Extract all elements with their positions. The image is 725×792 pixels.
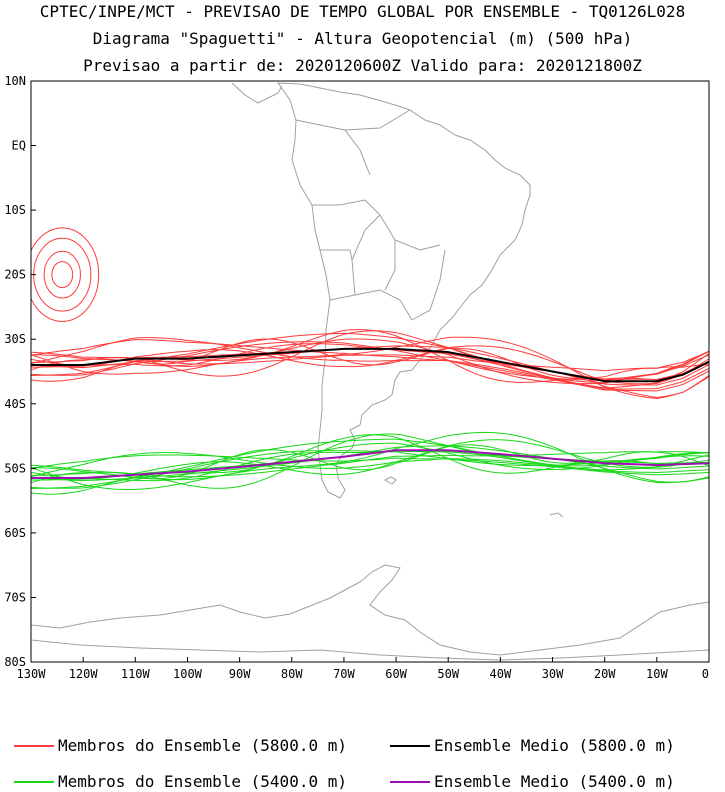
ensemble-member-5800 (31, 336, 709, 400)
ensemble-member-5400 (31, 442, 709, 481)
ensemble-member-5800 (31, 337, 709, 389)
antarctica-coastline (31, 564, 709, 656)
latitude-axis: 10N EQ 10S 20S 30S 40S 50S 60S 70S 80S (4, 74, 36, 669)
ensemble-member-5400 (31, 452, 709, 478)
legend-mean-5400: Ensemble Medio (5400.0 m) (390, 772, 675, 791)
legend-swatch-members-5400 (14, 780, 54, 783)
ensemble-member-5800 (31, 329, 709, 383)
lat-tick-label: 10S (4, 203, 26, 217)
antarctic-ice-shelf (31, 639, 709, 661)
legend-swatch-members-5800 (14, 744, 54, 747)
lat-tick-label: 10N (4, 74, 26, 88)
lat-tick-label: 70S (4, 590, 26, 604)
ensemble-mean-5400 (31, 449, 709, 479)
title-line-1: CPTEC/INPE/MCT - PREVISAO DE TEMPO GLOBA… (39, 2, 686, 21)
central-america-coastline (231, 82, 283, 104)
legend-label-members-5400: Membros do Ensemble (5400.0 m) (58, 772, 347, 791)
ensemble-member-5800 (31, 339, 709, 392)
ensemble-member-5800 (31, 338, 709, 385)
lon-tick-label: 80W (281, 667, 303, 681)
ensemble-members-layer (31, 227, 709, 495)
lon-tick-label: 30W (542, 667, 564, 681)
title-line-3: Previsao a partir de: 2020120600Z Valido… (83, 56, 642, 75)
legend-swatch-mean-5400 (390, 780, 430, 783)
south-america-coastline (277, 82, 531, 499)
lat-tick-label: 80S (4, 655, 26, 669)
lat-tick-label: 30S (4, 332, 26, 346)
lat-tick-label: 60S (4, 526, 26, 540)
legend-label-mean-5800: Ensemble Medio (5800.0 m) (434, 736, 675, 755)
falkland-islands (383, 476, 397, 485)
closed-contour-5800 (31, 227, 100, 322)
ensemble-mean-5800 (31, 347, 709, 383)
lon-tick-label: 70W (333, 667, 355, 681)
lat-tick-label: 50S (4, 461, 26, 475)
lon-tick-label: 10W (646, 667, 668, 681)
lon-tick-label: 60W (385, 667, 407, 681)
lon-tick-label: 0 (702, 667, 709, 681)
lat-tick-label: 40S (4, 397, 26, 411)
legend-members-5800: Membros do Ensemble (5800.0 m) (14, 736, 347, 755)
country-borders (295, 109, 446, 321)
legend-members-5400: Membros do Ensemble (5400.0 m) (14, 772, 347, 791)
ensemble-means-layer (31, 347, 709, 479)
ensemble-member-5400 (31, 454, 709, 476)
ensemble-member-5800 (31, 332, 709, 390)
lon-tick-label: 50W (437, 667, 459, 681)
lon-tick-label: 40W (490, 667, 512, 681)
legend-mean-5800: Ensemble Medio (5800.0 m) (390, 736, 675, 755)
legend-label-mean-5400: Ensemble Medio (5400.0 m) (434, 772, 675, 791)
lat-tick-label: 20S (4, 268, 26, 282)
lat-tick-label: EQ (12, 139, 26, 153)
lon-tick-label: 90W (229, 667, 251, 681)
closed-contour-5800 (51, 261, 74, 289)
closed-contour-5800 (43, 250, 81, 299)
lon-tick-label: 100W (173, 667, 203, 681)
legend-swatch-mean-5800 (390, 744, 430, 747)
longitude-axis: 130W 120W 110W 100W 90W 80W 70W 60W 50W 40W 30W 20W… (17, 657, 710, 681)
ensemble-member-5400 (31, 431, 709, 490)
lon-tick-label: 130W (17, 667, 47, 681)
title-line-2: Diagrama "Spaguetti" - Altura Geopotenci… (92, 29, 633, 48)
south-georgia (549, 512, 564, 518)
lon-tick-label: 20W (594, 667, 616, 681)
lon-tick-label: 120W (69, 667, 99, 681)
coastline-layer (31, 82, 709, 661)
legend-label-members-5800: Membros do Ensemble (5800.0 m) (58, 736, 347, 755)
lon-tick-label: 110W (121, 667, 151, 681)
closed-contour-5800 (33, 237, 92, 312)
plot-frame (30, 80, 710, 663)
